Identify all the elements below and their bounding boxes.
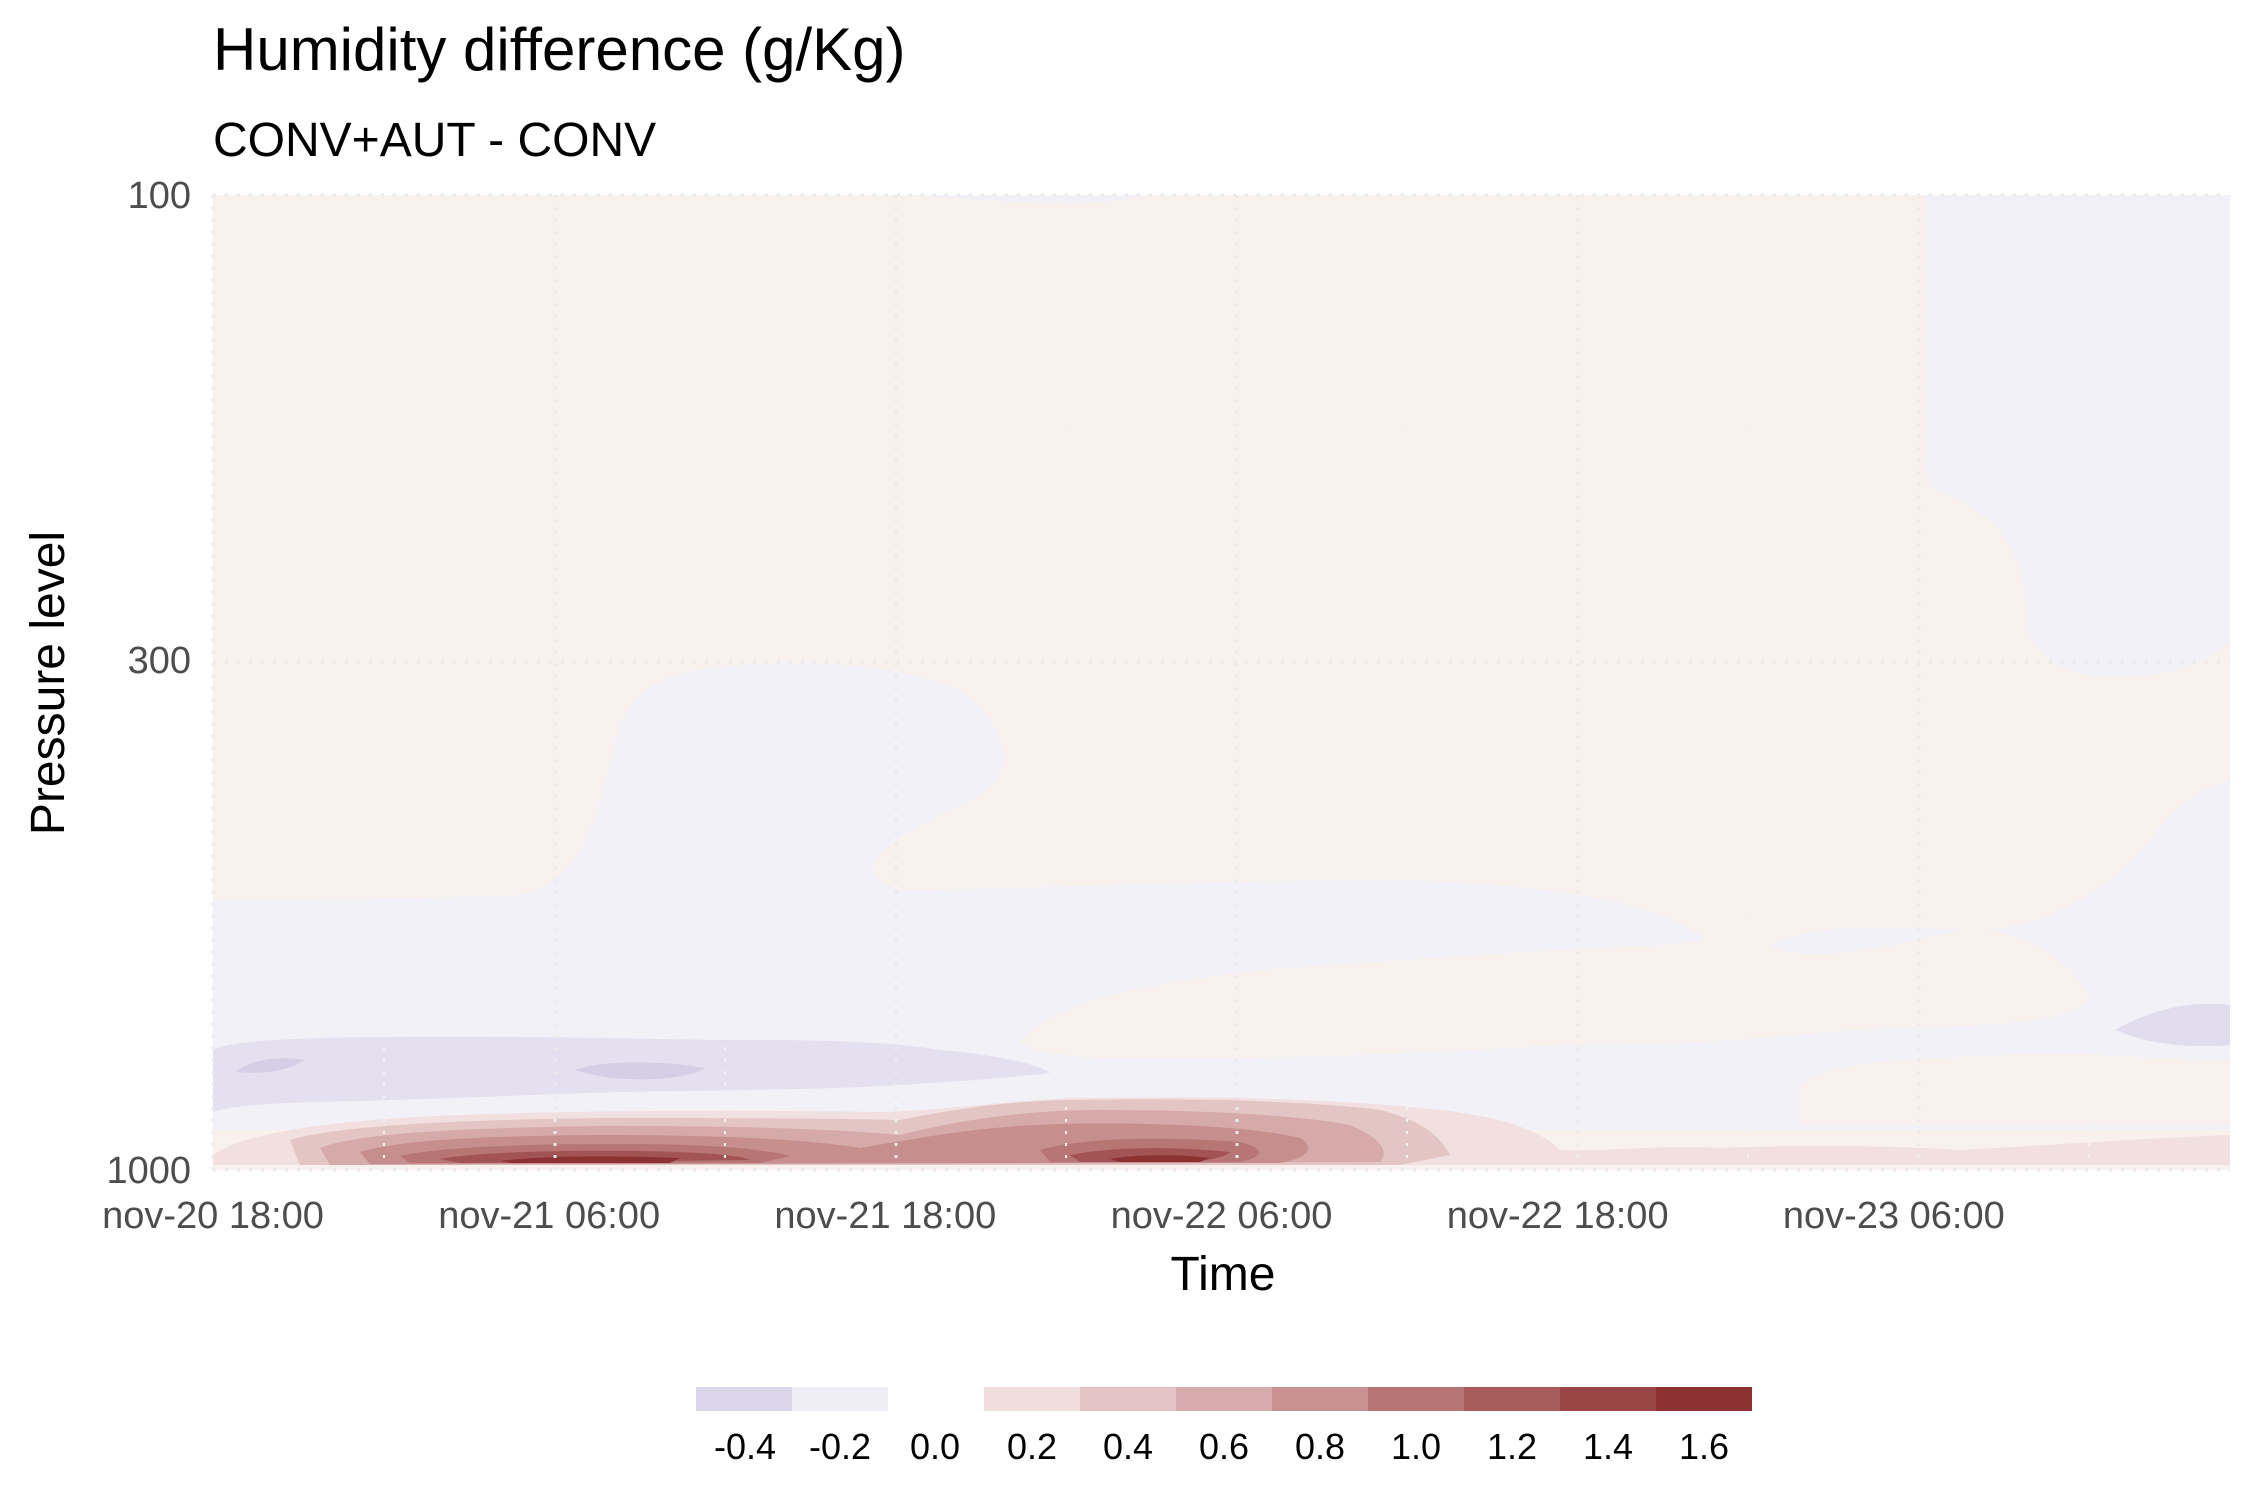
x-tick-label: nov-23 06:00 bbox=[1783, 1195, 2005, 1237]
y-tick-label: 100 bbox=[128, 175, 191, 217]
contour-negative-core-a bbox=[235, 1058, 305, 1073]
legend-label: 0.0 bbox=[910, 1426, 960, 1467]
legend-swatch bbox=[696, 1387, 792, 1411]
contour-positive-right-low bbox=[1800, 1053, 2230, 1125]
x-tick-label: nov-22 06:00 bbox=[1111, 1195, 1333, 1237]
x-tick-label: nov-20 18:00 bbox=[102, 1195, 324, 1237]
contour-negative-right-core bbox=[2115, 1003, 2230, 1047]
legend-swatch bbox=[1560, 1387, 1656, 1411]
chart-subtitle: CONV+AUT - CONV bbox=[213, 114, 656, 167]
y-tick-label: 300 bbox=[128, 640, 191, 682]
legend-label: -0.4 bbox=[714, 1426, 776, 1467]
contour-positive-tongue bbox=[1020, 929, 2090, 1059]
contour-negative-top bbox=[900, 195, 1150, 203]
legend-swatch bbox=[984, 1387, 1080, 1411]
legend-swatch bbox=[1176, 1387, 1272, 1411]
legend-label: 1.6 bbox=[1679, 1426, 1729, 1467]
y-axis-title: Pressure level bbox=[22, 531, 75, 835]
y-axis: 100 300 1000 bbox=[106, 175, 191, 1192]
legend: -0.4 -0.2 0.0 0.2 0.4 0.6 0.8 1.0 1.2 1.4 1.6 bbox=[696, 1387, 1752, 1467]
legend-swatch bbox=[1464, 1387, 1560, 1411]
legend-label: 0.8 bbox=[1295, 1426, 1345, 1467]
legend-swatch bbox=[1272, 1387, 1368, 1411]
plot-panel bbox=[211, 193, 2230, 1172]
contour-positive-160 bbox=[500, 1155, 1210, 1163]
chart-title: Humidity difference (g/Kg) bbox=[213, 16, 906, 83]
legend-label: 1.2 bbox=[1487, 1426, 1537, 1467]
x-tick-label: nov-22 18:00 bbox=[1447, 1195, 1669, 1237]
legend-label: 0.6 bbox=[1199, 1426, 1249, 1467]
legend-label: 1.4 bbox=[1583, 1426, 1633, 1467]
x-tick-label: nov-21 06:00 bbox=[438, 1195, 660, 1237]
legend-label: 0.2 bbox=[1007, 1426, 1057, 1467]
contour-negative-core-b bbox=[575, 1062, 705, 1080]
grid bbox=[211, 193, 2230, 1172]
legend-swatch bbox=[792, 1387, 888, 1411]
legend-label: 0.4 bbox=[1103, 1426, 1153, 1467]
y-tick-label: 1000 bbox=[106, 1150, 191, 1192]
x-tick-label: nov-21 18:00 bbox=[774, 1195, 996, 1237]
x-axis: nov-20 18:00 nov-21 06:00 nov-21 18:00 nov-… bbox=[102, 1195, 2005, 1237]
legend-swatch bbox=[1656, 1387, 1752, 1411]
contour-negative-upper-right bbox=[1925, 195, 2230, 677]
legend-swatch bbox=[1080, 1387, 1176, 1411]
legend-label: -0.2 bbox=[809, 1426, 871, 1467]
legend-swatch bbox=[1368, 1387, 1464, 1411]
x-axis-title: Time bbox=[1171, 1248, 1276, 1301]
legend-label: 1.0 bbox=[1391, 1426, 1441, 1467]
